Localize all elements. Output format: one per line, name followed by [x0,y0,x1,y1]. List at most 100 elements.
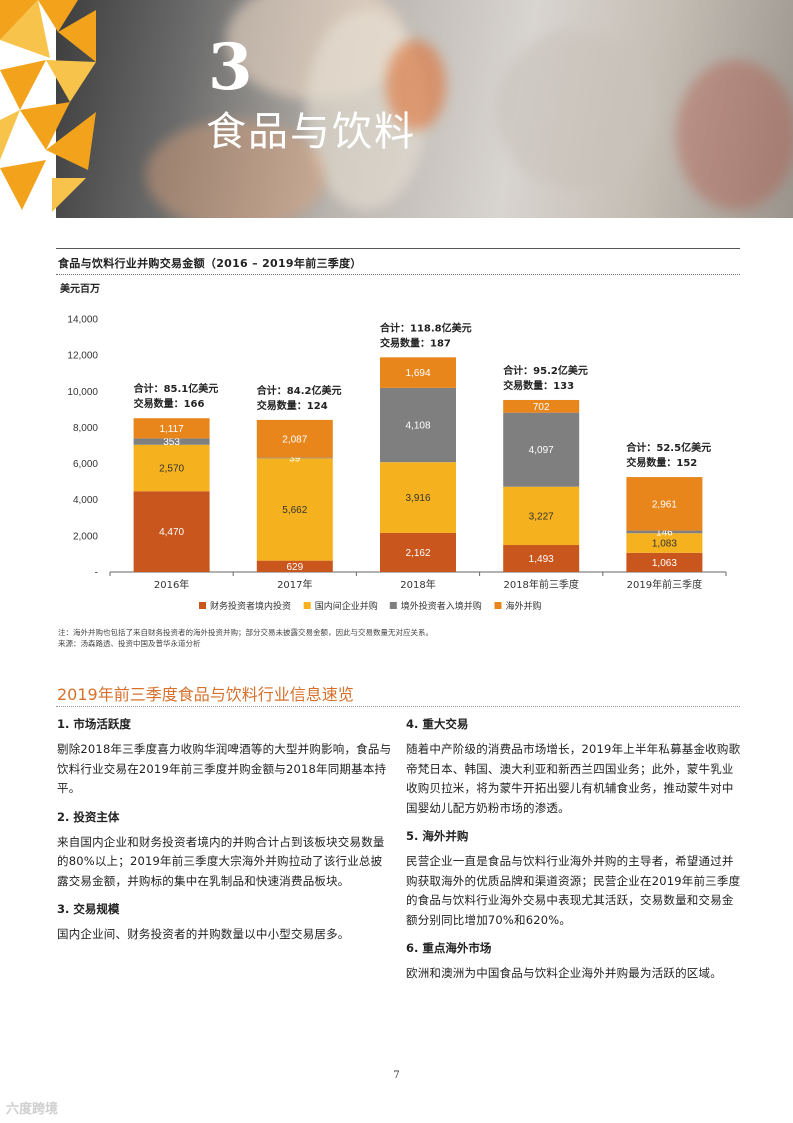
y-tick-label: - [95,568,98,579]
bar-value-label: 4,108 [405,421,430,432]
bar-deals-annotation: 交易数量：152 [626,456,697,469]
info-item: 2. 投资主体 来自国内企业和财务投资者境内的并购合计占到该板块交易数量的80%… [57,809,392,892]
bar-segment [626,552,703,572]
footnote-line: 注：海外并购也包括了来自财务投资者的海外投资并购；部分交易未披露交易金额，因此与… [58,628,433,637]
bar-value-label: 1,493 [529,554,554,565]
item-heading: 4. 重大交易 [406,717,469,731]
legend-label: 国内间企业并购 [315,600,378,612]
bar-segment [503,545,580,572]
bar-value-label: 629 [286,562,303,573]
x-category-label: 2017年 [277,578,312,591]
bar-total-annotation: 合计：85.1亿美元 [133,382,219,395]
item-heading: 3. 交易规模 [57,902,120,916]
section-title: 2019年前三季度食品与饮料行业信息速览 [57,685,354,704]
item-body: 欧洲和澳洲为中国食品与饮料企业海外并购最为活跃的区域。 [406,966,722,980]
bar-value-label: 3,227 [529,511,554,522]
item-body: 国内企业间、财务投资者的并购数量以中小型交易居多。 [57,927,350,941]
bar-value-label: 146 [656,527,673,538]
legend-label: 财务投资者境内投资 [210,600,291,612]
bar-total-annotation: 合计：84.2亿美元 [256,384,342,397]
bar-value-label: 353 [163,437,180,448]
info-item: 1. 市场活跃度 剔除2018年三季度喜力收购华润啤酒等的大型并购影响，食品与饮… [57,716,392,799]
info-item: 3. 交易规模 国内企业间、财务投资者的并购数量以中小型交易居多。 [57,901,392,945]
bar-segment [503,486,580,546]
bar-deals-annotation: 交易数量：133 [503,379,574,392]
bar-value-label: 4,470 [159,527,184,538]
page-number: 7 [393,1070,400,1081]
y-tick-label: 14,000 [67,315,98,326]
bar-deals-annotation: 交易数量：124 [257,399,328,412]
bar-value-label: 3,916 [405,493,430,504]
bar-segment [380,387,456,463]
bar-segment [626,533,703,553]
item-body: 来自国内企业和财务投资者境内的并购合计占到该板块交易数量的80%以上；2019年… [57,834,385,888]
item-body: 剔除2018年三季度喜力收购华润啤酒等的大型并购影响，食品与饮料行业交易在201… [57,742,392,795]
y-tick-label: 12,000 [67,351,98,362]
right-column: 4. 重大交易 随着中产阶级的消费品市场增长，2019年上半年私募基金收购歌帝梵… [406,716,741,984]
bar-segment [380,357,456,388]
item-body: 随着中产阶级的消费品市场增长，2019年上半年私募基金收购歌帝梵日本、韩国、澳大… [406,742,741,815]
y-tick-label: 6,000 [73,459,98,470]
chapter-number: 3 [208,30,253,105]
stacked-bar-chart: - 2,000 4,000 6,000 8,000 10,000 12,000 14,000 4… [67,315,727,612]
y-tick-label: 8,000 [73,423,98,434]
item-heading: 6. 重点海外市场 [406,941,492,955]
source-line: 来源：汤森路透、投资中国及普华永道分析 [58,639,201,648]
chart-title-divider [56,274,740,275]
bar-value-label: 2,087 [282,434,307,445]
bar-value-label: 1,694 [405,368,430,379]
chart-title: 食品与饮料行业并购交易金额（2016 – 2019年前三季度） [58,257,362,270]
legend-label: 海外并购 [506,600,542,612]
orange-triangle-pattern [0,0,96,212]
item-body: 民营企业一直是食品与饮料行业海外并购的主导者，希望通过并购获取海外的优质品牌和渠… [406,854,741,927]
chart-footnote: 注：海外并购也包括了来自财务投资者的海外投资并购；部分交易未披露交易金额，因此与… [58,627,433,649]
section-divider [56,706,740,707]
bar-segment [133,444,210,492]
bar-value-label: 39 [289,453,301,464]
item-heading: 5. 海外并购 [406,829,469,843]
legend-label: 境外投资者入境并购 [401,600,482,612]
y-tick-label: 2,000 [73,531,98,542]
info-item: 5. 海外并购 民营企业一直是食品与饮料行业海外并购的主导者，希望通过并购获取海… [406,828,741,930]
watermark-logo: 六度跨境 [6,1102,59,1117]
chart-top-rule [56,248,740,249]
bar-value-label: 702 [533,402,550,413]
bar-segment [626,477,703,531]
bar-segment [133,418,210,439]
bar-segment [380,462,456,533]
bar-segment [133,491,210,572]
bar-segment [256,457,333,459]
bar-segment [133,438,210,445]
bar-value-label: 2,961 [652,499,677,510]
bar-deals-annotation: 交易数量：187 [380,336,451,349]
bar-segment [380,532,456,572]
bar-value-label: 2,162 [405,548,430,559]
x-category-label: 2019年前三季度 [627,578,702,591]
bar-segment [626,530,703,534]
bar-segment [256,560,333,572]
chart-unit-label: 美元百万 [60,284,100,295]
bar-segment [256,458,333,561]
x-category-label: 2018年前三季度 [503,578,578,591]
bar-total-annotation: 合计：52.5亿美元 [625,441,711,454]
y-tick-label: 4,000 [73,495,98,506]
bar-value-label: 2,570 [159,463,184,474]
legend-swatch [303,602,311,609]
x-category-label: 2018年 [400,578,435,591]
bar-value-label: 1,083 [652,539,677,550]
bar-segment [503,399,580,413]
info-item: 4. 重大交易 随着中产阶级的消费品市场增长，2019年上半年私募基金收购歌帝梵… [406,716,741,818]
item-heading: 2. 投资主体 [57,809,120,824]
bar-value-label: 5,662 [282,505,307,516]
bar-segment [256,419,333,458]
bar-value-label: 1,117 [159,424,184,435]
legend-swatch [494,602,502,609]
info-item: 6. 重点海外市场 欧洲和澳洲为中国食品与饮料企业海外并购最为活跃的区域。 [406,940,741,984]
bar-segment [503,412,580,487]
bar-value-label: 1,063 [652,558,677,569]
legend-swatch [199,602,206,609]
bar-total-annotation: 合计：118.8亿美元 [379,321,472,334]
x-category-label: 2016年 [154,578,189,591]
bar-deals-annotation: 交易数量：166 [134,397,205,410]
left-column: 1. 市场活跃度 剔除2018年三季度喜力收购华润啤酒等的大型并购影响，食品与饮… [57,716,392,945]
